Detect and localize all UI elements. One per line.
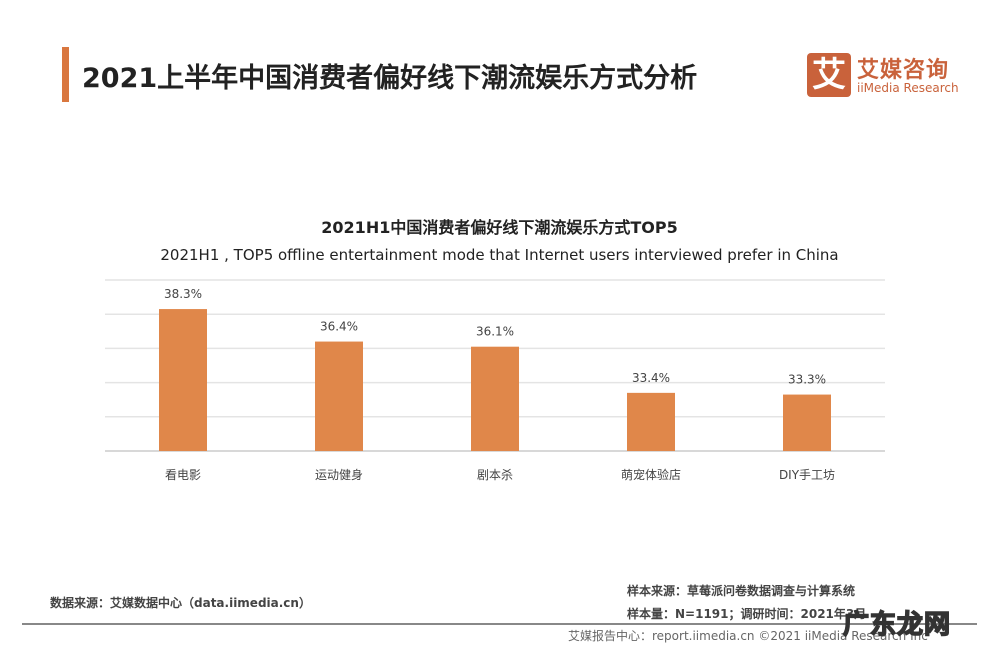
- bar: [159, 309, 207, 451]
- logo-cn-text: 艾媒咨询: [857, 58, 950, 83]
- bar: [471, 346, 519, 451]
- data-source: 数据来源：艾媒数据中心（data.iimedia.cn）: [50, 596, 311, 610]
- report-center: 艾媒报告中心：report.iimedia.cn ©2021 iiMedia R…: [568, 629, 928, 643]
- data-label: 33.4%: [632, 371, 670, 385]
- category-label: 运动健身: [315, 467, 363, 482]
- category-label: DIY手工坊: [779, 467, 835, 482]
- page-title: 2021上半年中国消费者偏好线下潮流娱乐方式分析: [82, 63, 698, 94]
- data-label: 36.1%: [476, 325, 514, 339]
- bar: [315, 341, 363, 451]
- bar: [783, 394, 831, 451]
- watermark: 广东龙网: [842, 609, 952, 641]
- sample-source: 样本来源：草莓派问卷数据调查与计算系统: [627, 584, 856, 598]
- logo-mark: 艾: [807, 53, 851, 97]
- chart-subtitle: 2021H1 , TOP5 offline entertainment mode…: [160, 246, 839, 264]
- sample-size: 样本量：N=1191；调研时间：2021年3月: [627, 607, 867, 621]
- title-accent-bar: [62, 47, 69, 102]
- data-label: 36.4%: [320, 320, 358, 334]
- data-label: 38.3%: [164, 287, 202, 301]
- logo-en-text: iiMedia Research: [857, 81, 959, 95]
- category-label: 萌宠体验店: [621, 467, 681, 482]
- bar: [627, 392, 675, 451]
- chart-title: 2021H1中国消费者偏好线下潮流娱乐方式TOP5: [321, 218, 678, 237]
- category-label: 剧本杀: [477, 467, 513, 482]
- category-label: 看电影: [165, 468, 201, 482]
- footer-divider: [22, 623, 977, 625]
- data-label: 33.3%: [788, 373, 826, 387]
- iimedia-logo: 艾 艾媒咨询 iiMedia Research: [807, 52, 967, 100]
